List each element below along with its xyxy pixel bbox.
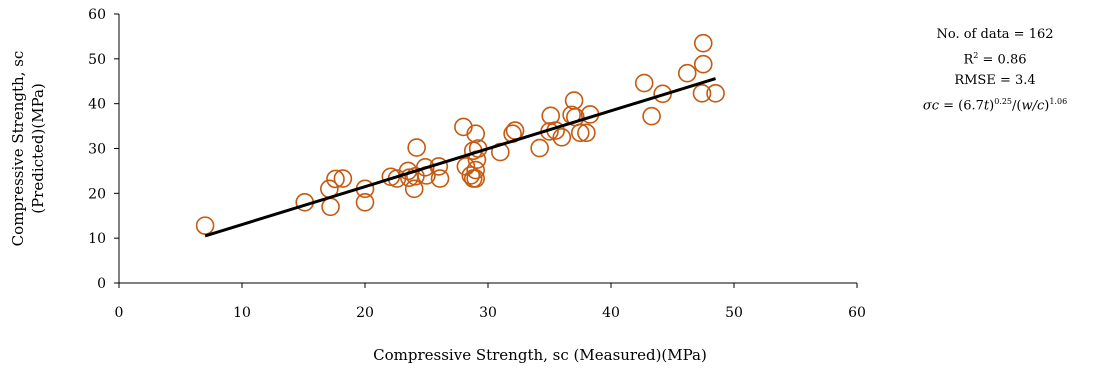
r-squared-value: = 0.86 [978,52,1027,68]
x-axis-title: Compressive Strength, sc (Measured)(MPa) [373,346,707,364]
data-point [461,166,481,185]
data-point [355,193,375,212]
data-point [530,138,549,158]
y-ticks: 0 10 20 30 40 50 60 [88,7,119,292]
data-count-label: No. of data = 162 [936,27,1054,42]
x-tick-label: 60 [848,305,866,321]
y-tick-label: 20 [88,186,106,202]
equation-exp1: 0.25 [994,97,1013,107]
data-point [570,123,590,143]
data-points [195,33,725,235]
data-point [677,63,697,83]
data-point [692,84,712,103]
equation-t: t [983,98,990,114]
equation-close2: ) [1044,98,1050,114]
scatter-chart: 0 10 20 30 40 50 60 0 10 20 30 40 50 60 Compressive … [9,7,866,364]
data-point [195,216,215,235]
y-tick-label: 0 [97,276,106,292]
data-point [466,169,486,188]
x-ticks: 0 10 20 30 40 50 60 [115,283,866,321]
data-point [333,169,353,188]
r-squared-superscript: 2 [973,51,979,60]
y-tick-label: 40 [88,97,106,113]
r-squared-prefix: R [963,52,974,68]
data-point [466,124,486,144]
data-point [693,33,713,53]
equation-sigma: σc [922,98,939,114]
y-tick-label: 50 [88,52,106,68]
data-point [430,169,450,188]
equation-wc: w/c [1021,98,1045,114]
equation-label: σc = (6.7t)0.25/(w/c)1.06 [900,91,1090,116]
r-squared-label: R2 = 0.86 [900,45,1090,70]
equation-exp2: 1.06 [1049,97,1068,107]
y-axis-title-line2: (Predicted)(MPa) [29,83,47,214]
y-axis-title-line1: Compressive Strength, sc [9,51,27,247]
data-point [642,106,661,126]
data-point [693,54,713,74]
x-tick-label: 40 [602,305,620,321]
data-point [407,138,426,157]
data-point [326,169,345,189]
trend-line [204,77,716,238]
x-tick-label: 50 [725,305,743,321]
equation-close1: ) [989,98,995,114]
stats-annotation: No. of data = 162 R2 = 0.86 RMSE = 3.4 σ… [900,24,1090,117]
equation-mid: = (6.7 [938,98,984,114]
data-point [415,158,435,177]
data-point [577,123,596,143]
data-point [634,73,654,93]
data-point [404,179,424,199]
rmse-label: RMSE = 3.4 [954,73,1036,89]
data-point [321,197,340,217]
equation-slash: /( [1012,98,1022,114]
x-tick-label: 0 [115,305,124,321]
x-tick-label: 30 [479,305,497,321]
x-tick-label: 20 [356,305,374,321]
data-point [706,84,725,103]
y-tick-label: 30 [88,142,106,158]
data-point [552,127,572,147]
data-point [466,160,486,180]
x-tick-label: 10 [233,305,251,321]
y-tick-label: 10 [88,231,106,247]
y-tick-label: 60 [88,7,106,23]
